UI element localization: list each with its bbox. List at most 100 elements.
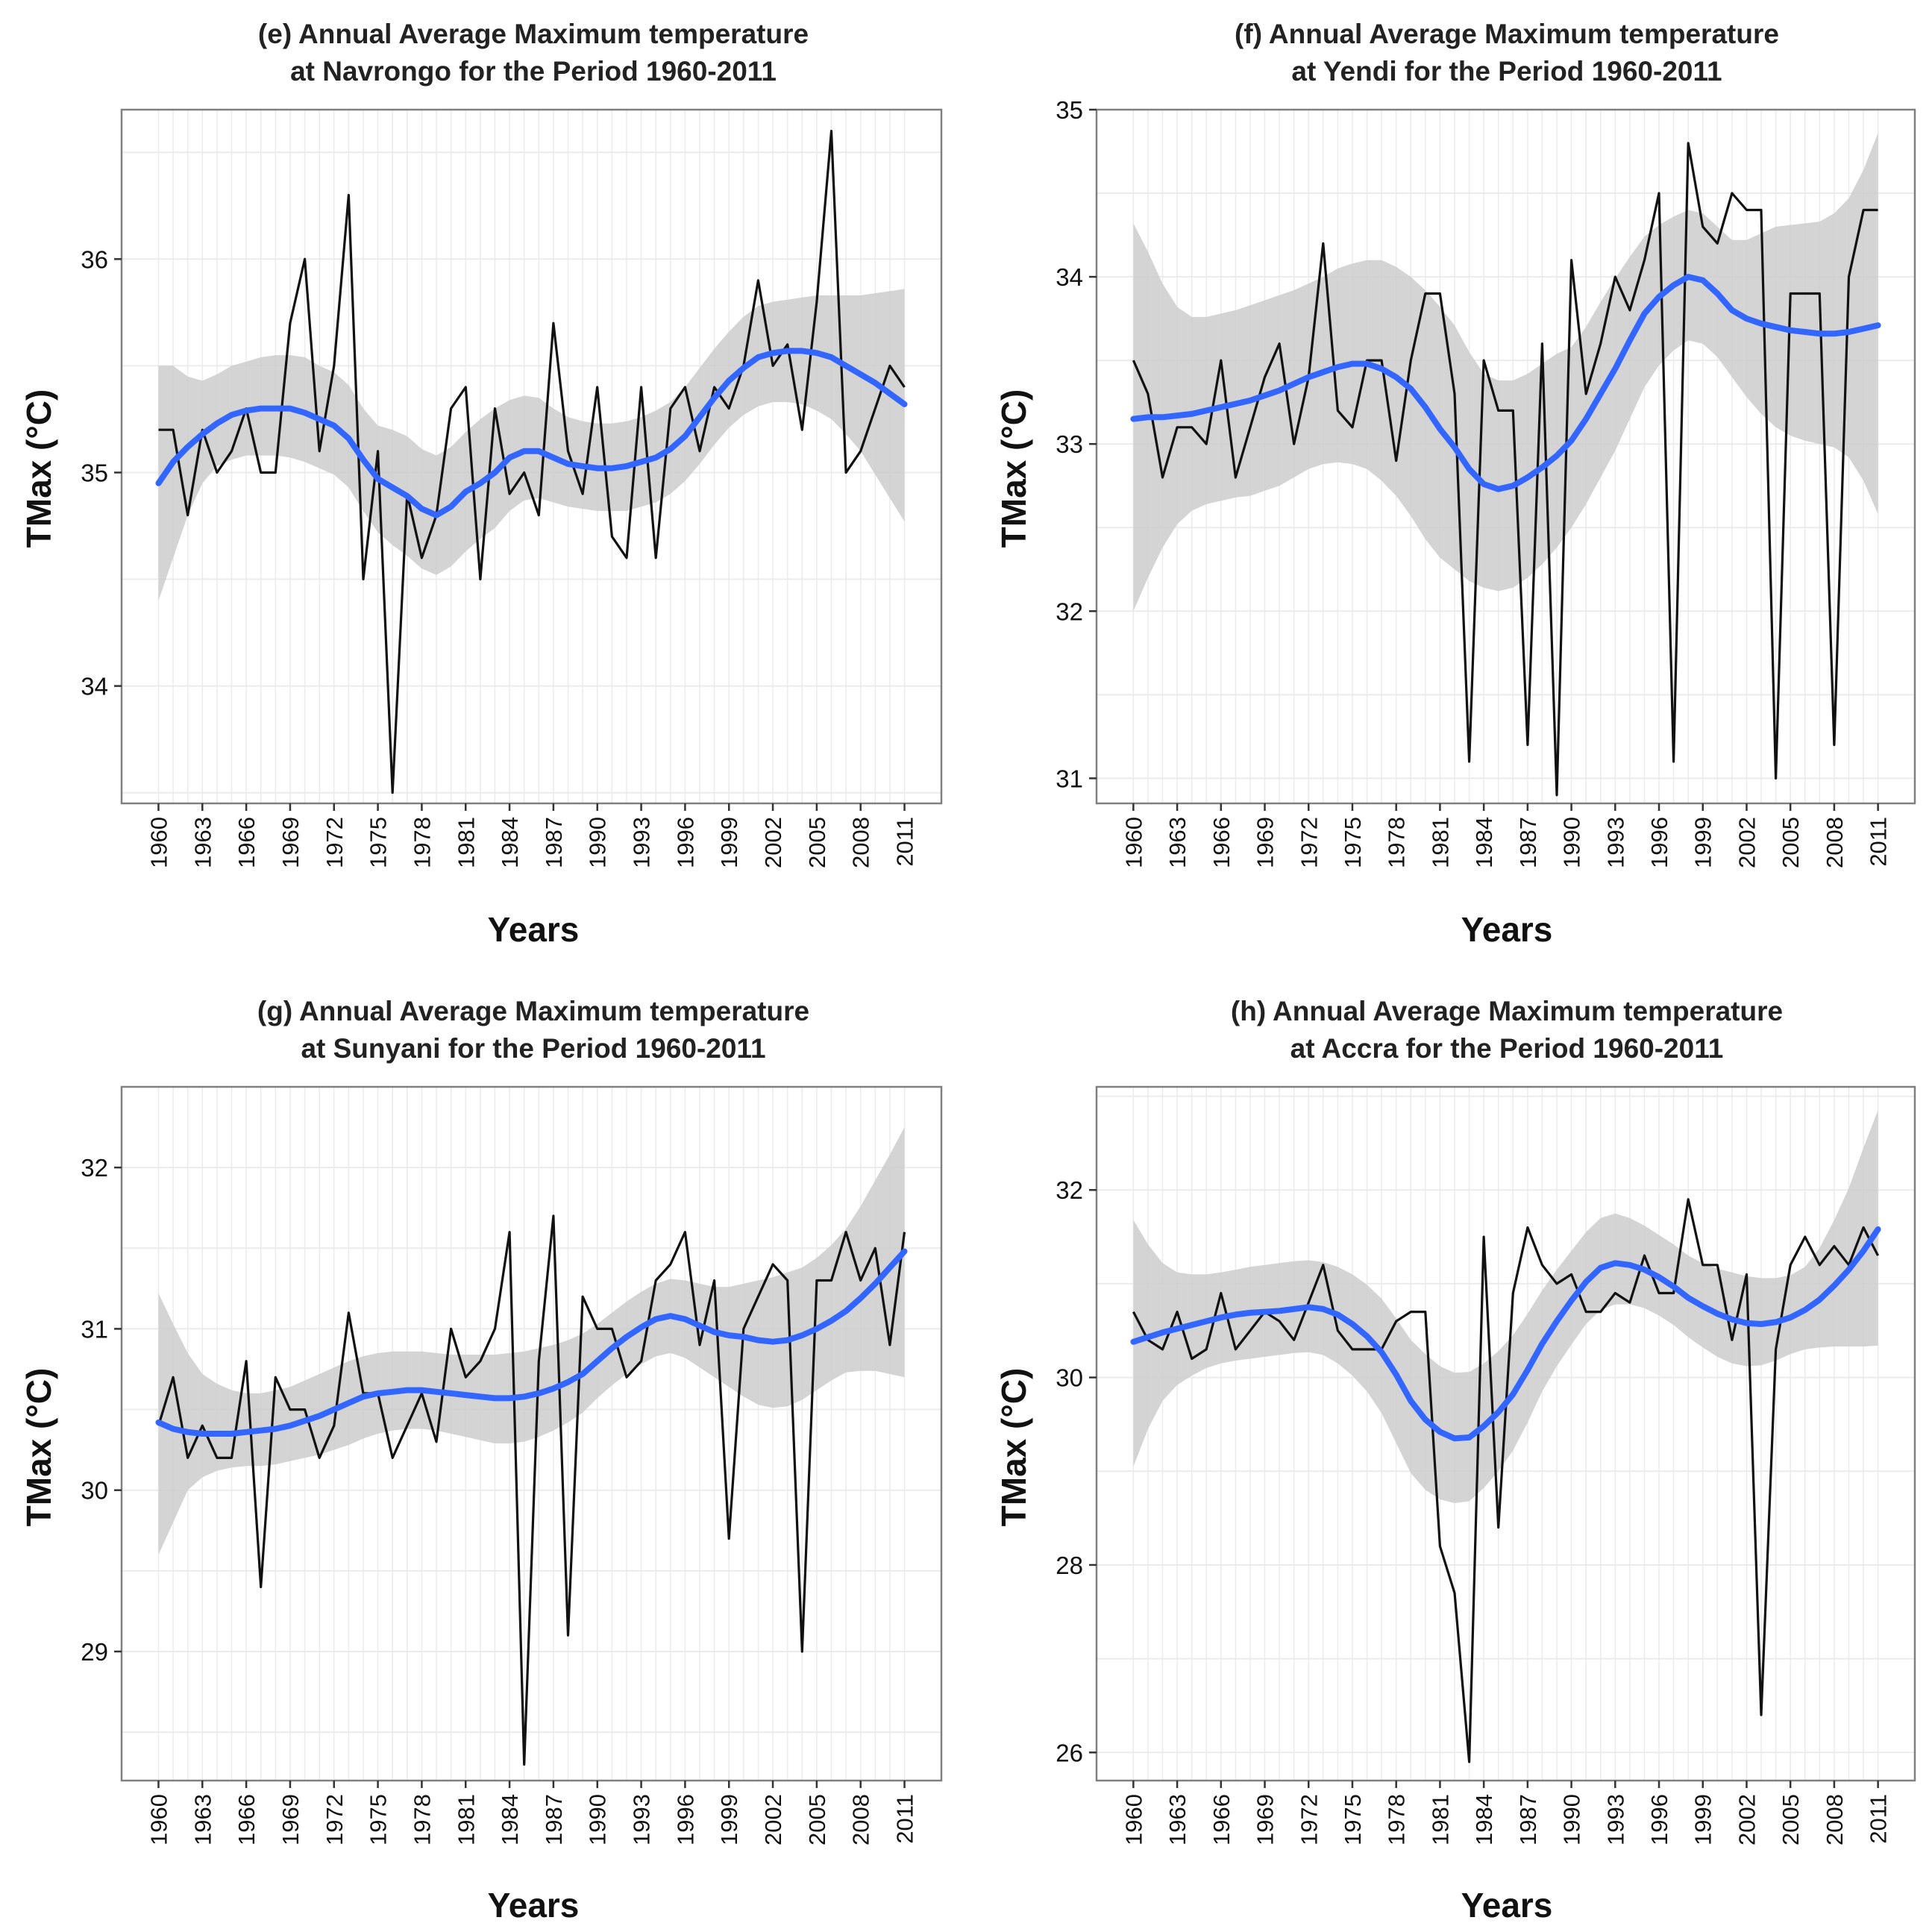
- x-tick-label: 2011: [1866, 817, 1892, 867]
- x-tick-label: 1969: [1252, 1794, 1279, 1845]
- chart-title-line1: (e) Annual Average Maximum temperature: [258, 19, 809, 49]
- x-tick-label: 1999: [1690, 817, 1716, 868]
- chart-panel-sunyani: 29 30 31 32 1960 1963 1966 1969 1972 1975 1978 1981…: [19, 996, 943, 1925]
- x-tick-label: 1990: [585, 1794, 611, 1845]
- x-tick-label: 1984: [497, 817, 523, 868]
- x-tick-label: 1981: [1427, 817, 1453, 868]
- data-series-line: [158, 130, 906, 794]
- x-tick-label: 1966: [233, 1794, 260, 1845]
- y-tick-label: 35: [81, 459, 108, 486]
- x-tick-label: 1972: [322, 817, 348, 868]
- x-axis-label: Years: [488, 1886, 580, 1925]
- x-tick-label: 1963: [189, 817, 216, 868]
- x-tick-label: 2005: [804, 817, 830, 868]
- x-tick-label: 1972: [322, 1794, 348, 1845]
- y-tick-label: 32: [1056, 1176, 1083, 1204]
- x-tick-label: 1963: [1164, 1794, 1191, 1845]
- plot-layer: 34 35 36 1960 1963 1966 1969 1972 1975 1978 1981 19…: [81, 108, 943, 868]
- plot-layer: 26 28 30 32 1960 1963 1966 1969 1972 1975 1978 1981…: [1056, 1085, 1916, 1845]
- chart-title-line1: (f) Annual Average Maximum temperature: [1235, 19, 1779, 49]
- x-tick-label: 1993: [1602, 1794, 1628, 1845]
- y-tick-label: 33: [1056, 430, 1083, 458]
- y-tick-label: 26: [1056, 1739, 1083, 1766]
- x-tick-label: 1987: [1515, 817, 1541, 868]
- chart-panel-navrongo: 34 35 36 1960 1963 1966 1969 1972 1975 1978 1981 19…: [19, 19, 943, 949]
- x-tick-label: 1987: [541, 817, 567, 868]
- x-tick-label: 1966: [1208, 817, 1235, 868]
- plot-layer: 31 32 33 34 35 1960 1963 1966 1969 1972 1975 1978 19…: [1056, 96, 1916, 868]
- y-tick-label: 34: [1056, 263, 1083, 291]
- chart-title-line2: at Navrongo for the Period 1960-2011: [290, 56, 777, 87]
- chart-title-line1: (h) Annual Average Maximum temperature: [1231, 996, 1783, 1026]
- x-tick-label: 1993: [1602, 817, 1628, 868]
- x-tick-label: 1960: [145, 817, 172, 868]
- x-tick-label: 2005: [1778, 817, 1804, 868]
- y-tick-label: 30: [1056, 1364, 1083, 1392]
- plot-layer: 29 30 31 32 1960 1963 1966 1969 1972 1975 1978 1981…: [81, 1085, 943, 1845]
- x-tick-label: 1993: [629, 1794, 655, 1845]
- x-tick-label: 1960: [1120, 1794, 1147, 1845]
- x-tick-label: 1999: [716, 1794, 742, 1845]
- x-tick-label: 1984: [497, 1794, 523, 1845]
- y-axis-label: TMax (°C): [19, 389, 58, 548]
- x-tick-label: 1984: [1471, 817, 1497, 868]
- x-tick-label: 1969: [277, 817, 304, 868]
- x-tick-label: 1960: [1120, 817, 1147, 868]
- panel-border: [120, 108, 943, 805]
- y-tick-label: 32: [1056, 598, 1083, 625]
- x-tick-label: 1996: [672, 1794, 698, 1845]
- y-tick-label: 34: [81, 673, 108, 700]
- chart-panel-accra: 26 28 30 32 1960 1963 1966 1969 1972 1975 1978 1981…: [994, 996, 1916, 1925]
- x-tick-label: 1969: [277, 1794, 304, 1845]
- x-tick-label: 1984: [1471, 1794, 1497, 1845]
- x-tick-label: 1981: [1427, 1794, 1453, 1845]
- y-tick-label: 35: [1056, 96, 1083, 124]
- chart-title-line2: at Accra for the Period 1960-2011: [1290, 1033, 1724, 1064]
- panel-border: [120, 1085, 943, 1782]
- x-axis-label: Years: [1461, 910, 1553, 949]
- y-axis-label: TMax (°C): [994, 1368, 1033, 1527]
- data-series-line: [157, 1214, 906, 1766]
- x-axis-label: Years: [1461, 1886, 1553, 1925]
- x-tick-label: 1975: [1340, 817, 1366, 868]
- x-tick-label: 1978: [409, 817, 435, 868]
- x-tick-label: 1978: [409, 1794, 435, 1845]
- confidence-band: [158, 289, 905, 601]
- x-tick-label: 2011: [1866, 1794, 1892, 1844]
- x-tick-label: 1990: [1559, 1794, 1585, 1845]
- x-tick-label: 1981: [453, 817, 479, 868]
- panel-border: [1095, 108, 1916, 805]
- x-tick-label: 2002: [1734, 1794, 1760, 1845]
- x-tick-label: 1999: [1690, 1794, 1716, 1845]
- x-tick-label: 1999: [716, 817, 742, 868]
- panel-border: [1095, 1085, 1916, 1782]
- x-tick-label: 2005: [804, 1794, 830, 1845]
- y-tick-label: 31: [81, 1315, 108, 1343]
- chart-title-line1: (g) Annual Average Maximum temperature: [257, 996, 809, 1026]
- x-tick-label: 1969: [1252, 817, 1279, 868]
- y-axis-label: TMax (°C): [994, 389, 1033, 548]
- x-tick-label: 2011: [892, 817, 918, 867]
- x-tick-label: 1981: [453, 1794, 479, 1845]
- x-tick-label: 1975: [1340, 1794, 1366, 1845]
- x-tick-label: 2008: [848, 817, 874, 868]
- x-tick-label: 1975: [366, 1794, 392, 1845]
- x-tick-label: 1978: [1384, 1794, 1410, 1845]
- x-tick-label: 1996: [1646, 817, 1672, 868]
- y-tick-label: 31: [1056, 765, 1083, 792]
- x-tick-label: 1966: [1208, 1794, 1235, 1845]
- y-tick-label: 29: [81, 1638, 108, 1666]
- x-tick-label: 1990: [585, 817, 611, 868]
- x-tick-label: 1987: [1515, 1794, 1541, 1845]
- smooth-trend-line: [1130, 1226, 1881, 1442]
- y-axis-label: TMax (°C): [19, 1368, 58, 1527]
- x-tick-label: 1978: [1384, 817, 1410, 868]
- x-tick-label: 1996: [1646, 1794, 1672, 1845]
- x-tick-label: 2008: [848, 1794, 874, 1845]
- data-series-line: [1132, 1198, 1880, 1763]
- x-tick-label: 1996: [672, 817, 698, 868]
- chart-title-line2: at Sunyani for the Period 1960-2011: [301, 1033, 765, 1064]
- x-tick-label: 1993: [629, 817, 655, 868]
- x-tick-label: 2005: [1778, 1794, 1804, 1845]
- smooth-trend-line: [1130, 274, 1881, 492]
